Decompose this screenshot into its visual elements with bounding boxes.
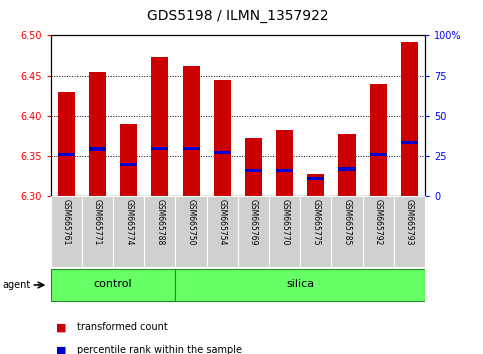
Text: silica: silica (286, 279, 314, 289)
Text: GSM665792: GSM665792 (374, 199, 383, 246)
Text: GSM665774: GSM665774 (124, 199, 133, 246)
Bar (276, 169, 293, 172)
Bar (331, 196, 363, 267)
Bar (89, 72, 106, 196)
Bar (207, 196, 238, 267)
Bar (113, 196, 144, 267)
Bar (339, 167, 355, 171)
Bar (245, 138, 262, 196)
Bar (151, 147, 169, 150)
Bar (175, 196, 207, 267)
Text: transformed count: transformed count (77, 322, 168, 332)
Bar (245, 169, 262, 172)
Bar (51, 269, 175, 301)
Text: GSM665761: GSM665761 (62, 199, 71, 246)
Text: percentile rank within the sample: percentile rank within the sample (77, 346, 242, 354)
Bar (120, 124, 137, 196)
Bar (300, 196, 331, 267)
Bar (183, 147, 199, 150)
Text: GSM665750: GSM665750 (186, 199, 196, 246)
Bar (89, 147, 106, 150)
Bar (401, 141, 418, 144)
Bar (82, 196, 113, 267)
Bar (120, 162, 137, 166)
Text: GSM665793: GSM665793 (405, 199, 414, 246)
Bar (401, 42, 418, 196)
Text: ■: ■ (56, 346, 66, 354)
Text: agent: agent (2, 280, 30, 290)
Bar (151, 57, 169, 196)
Text: GDS5198 / ILMN_1357922: GDS5198 / ILMN_1357922 (147, 9, 329, 23)
Bar (339, 135, 355, 196)
Bar (58, 153, 75, 156)
Text: control: control (94, 279, 132, 289)
Bar (269, 196, 300, 267)
Bar (58, 92, 75, 196)
Bar (394, 196, 425, 267)
Bar (183, 66, 199, 196)
Text: GSM665770: GSM665770 (280, 199, 289, 246)
Bar (307, 174, 325, 196)
Text: GSM665785: GSM665785 (342, 199, 352, 246)
Bar (144, 196, 175, 267)
Bar (51, 196, 82, 267)
Bar (363, 196, 394, 267)
Text: GSM665775: GSM665775 (312, 199, 320, 246)
Bar (213, 150, 231, 154)
Text: GSM665788: GSM665788 (156, 199, 164, 246)
Text: GSM665754: GSM665754 (218, 199, 227, 246)
Bar (238, 196, 269, 267)
Bar (175, 269, 425, 301)
Bar (307, 177, 325, 181)
Text: GSM665769: GSM665769 (249, 199, 258, 246)
Text: GSM665771: GSM665771 (93, 199, 102, 246)
Text: ■: ■ (56, 322, 66, 332)
Bar (369, 153, 387, 156)
Bar (213, 80, 231, 196)
Bar (369, 84, 387, 196)
Bar (276, 130, 293, 196)
